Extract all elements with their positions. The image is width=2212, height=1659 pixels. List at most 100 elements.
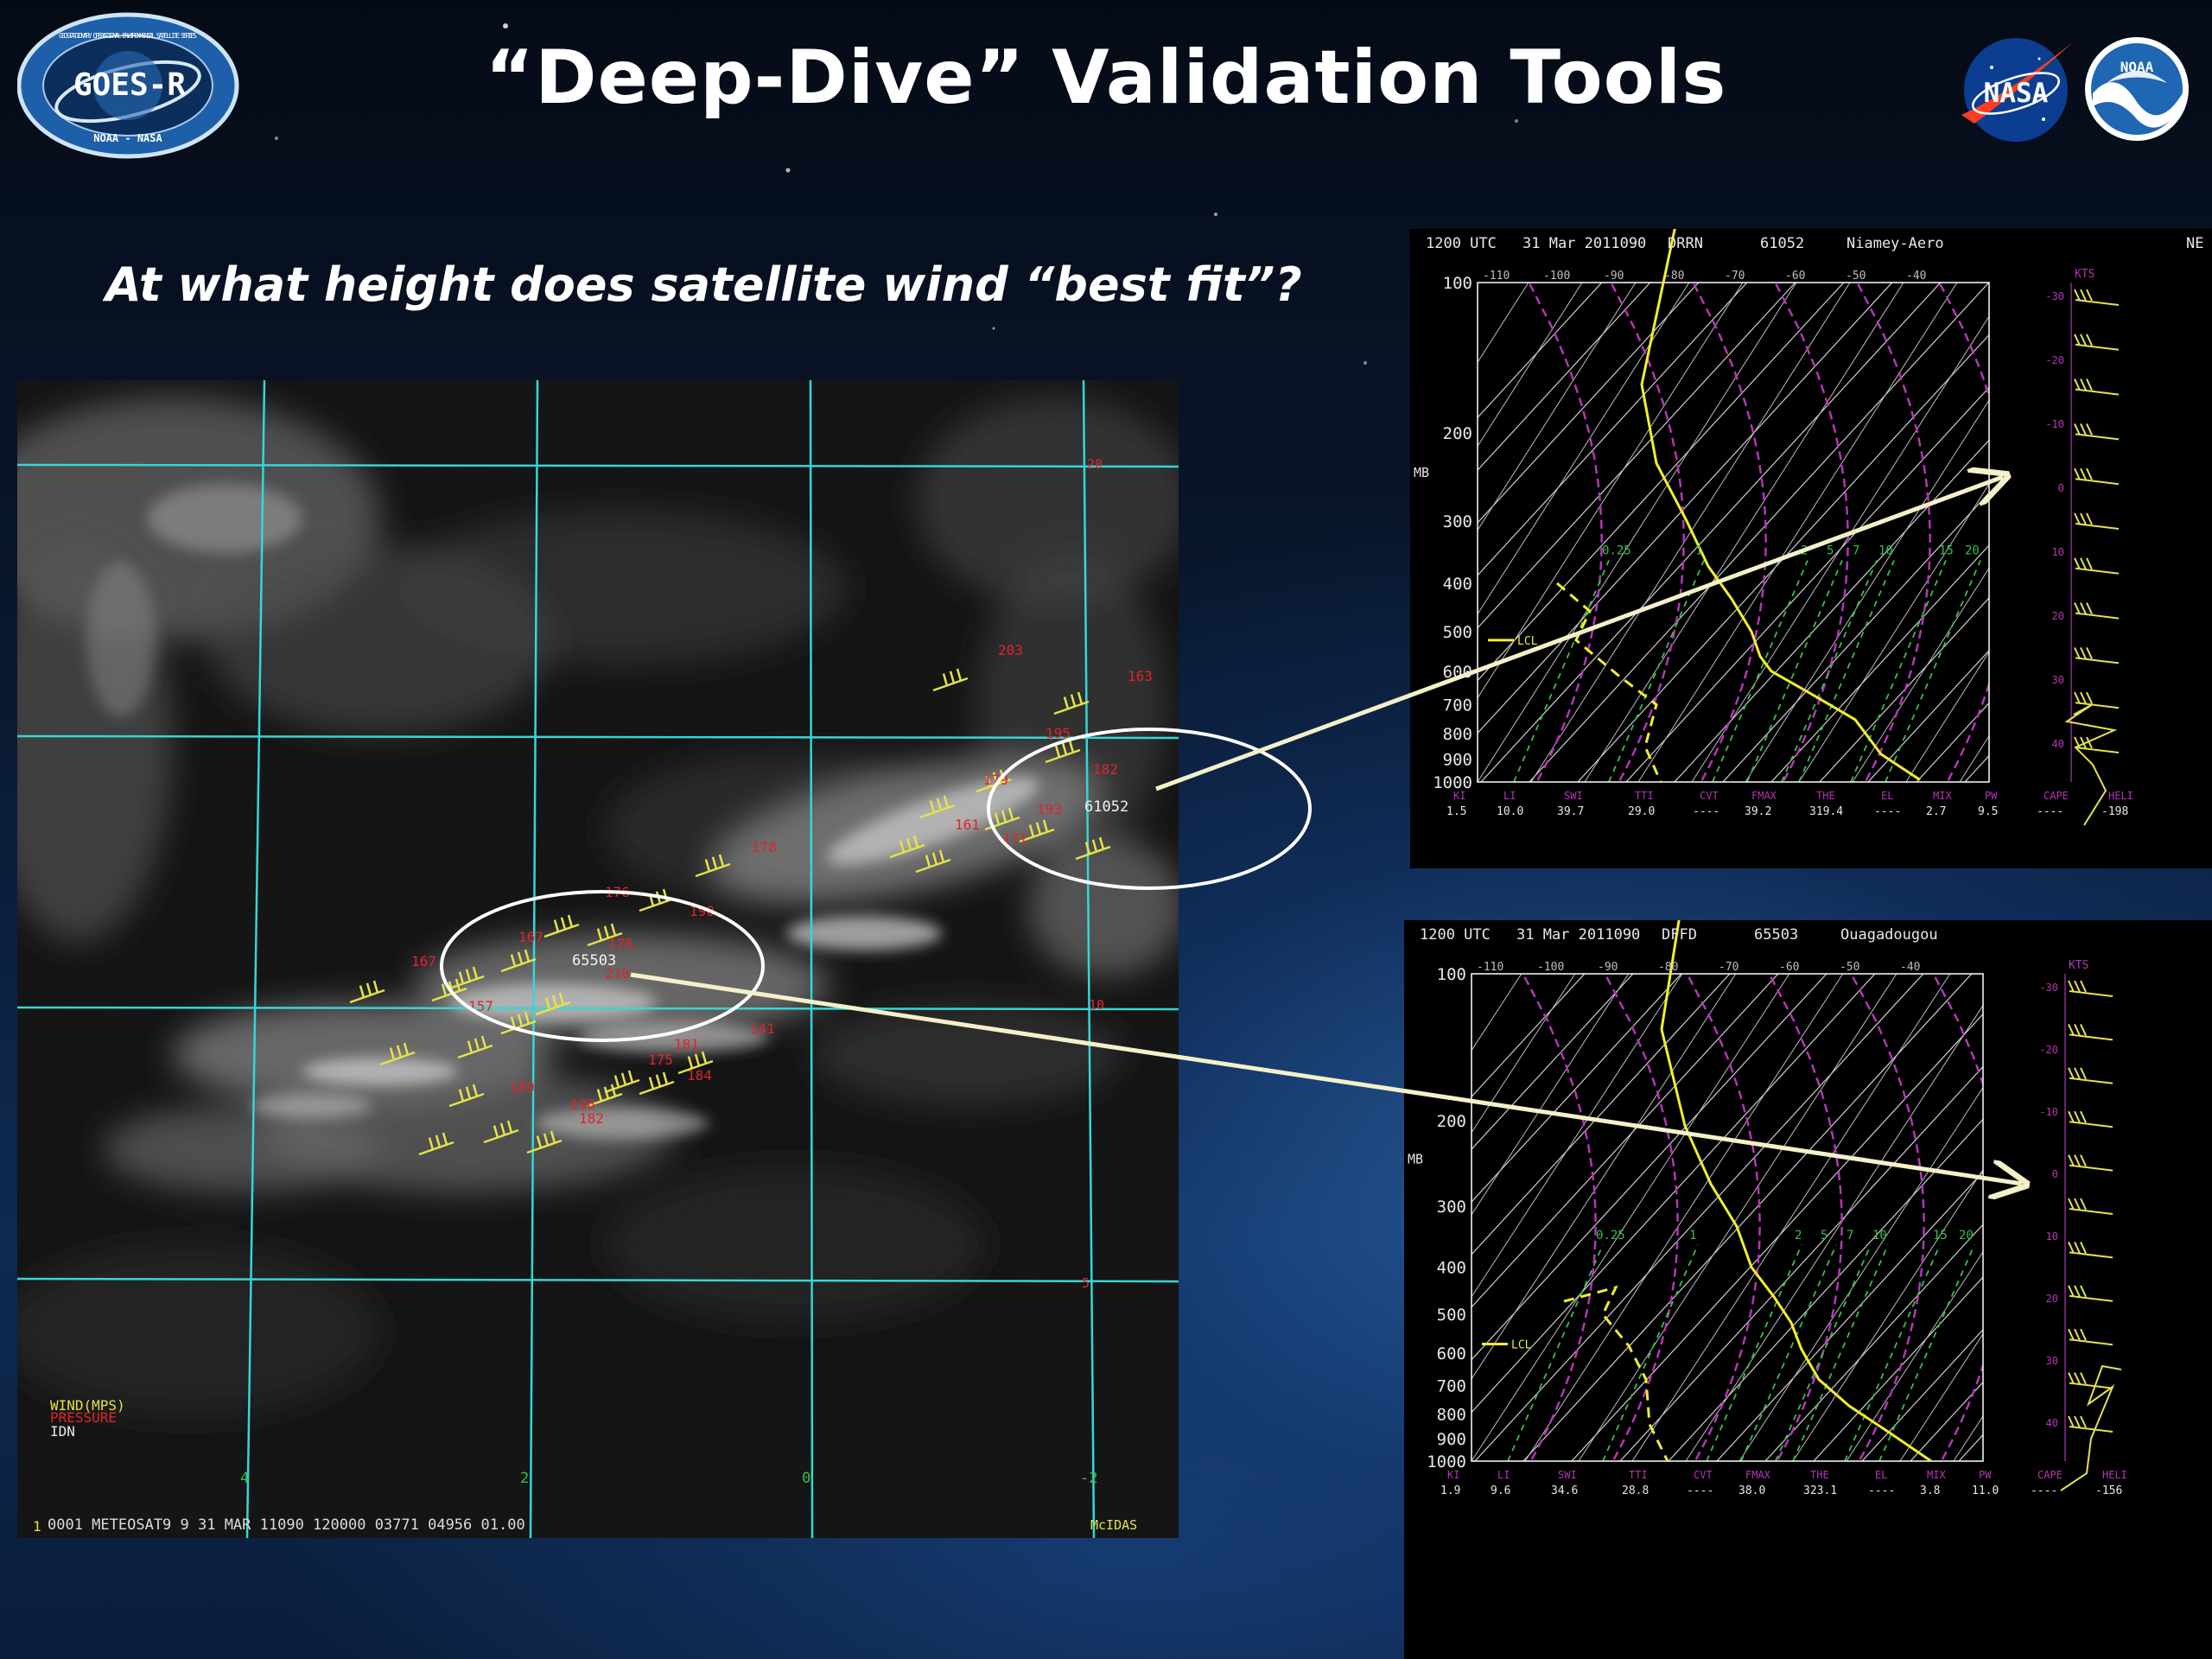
sounding-header-field: 1200 UTC	[1420, 926, 1491, 944]
stability-index-label: THE	[1810, 1469, 1829, 1481]
sounding-barb-staff	[2069, 1164, 2113, 1172]
sounding-barb-staff	[2075, 299, 2120, 306]
wind-value-label: 171	[1002, 830, 1027, 847]
temperature-tick-label: -50	[1846, 270, 1866, 283]
sounding-barb-feather	[2068, 1328, 2075, 1341]
sounding-barb-feather	[2068, 1110, 2075, 1123]
sounding-barb-feather	[2080, 1285, 2087, 1298]
isotherm-line	[1571, 1013, 1983, 1461]
legend-idn: IDN	[50, 1423, 75, 1440]
dry-adiabat-line	[1685, 1004, 1983, 1461]
wind-barb-feather	[454, 978, 461, 992]
moist-adiabat-line	[1528, 283, 1603, 782]
sounding-plot	[1478, 283, 1989, 782]
dry-adiabat-line	[1478, 283, 1583, 448]
wind-barb	[1045, 740, 1081, 764]
mixing-ratio-label: 1	[1689, 1229, 1696, 1243]
pressure-label: 1000	[1433, 773, 1472, 792]
sounding-barb-feather	[2080, 512, 2087, 525]
slide-title: “Deep-Dive” Validation Tools	[485, 35, 1727, 121]
temperature-profile	[1660, 920, 1932, 1463]
pressure-label: 600	[1437, 1344, 1466, 1363]
wind-barb-feather	[396, 1045, 403, 1058]
wind-barb-feather	[942, 673, 949, 686]
wind-barb-feather	[936, 798, 943, 811]
wind-barb-feather	[938, 849, 945, 863]
height-scale-label: 30	[2052, 674, 2064, 686]
highlight-ellipse-61052	[987, 728, 1312, 890]
sounding-barb-feather	[2074, 289, 2081, 302]
mixing-ratio-line	[1706, 1244, 1802, 1461]
sounding-wind-barb	[2074, 512, 2120, 530]
sounding-wind-barb	[2068, 980, 2113, 997]
wind-barb-feather	[931, 852, 938, 866]
isotherm-line	[1471, 974, 1731, 1255]
wind-barb-feather	[655, 1074, 662, 1088]
mixing-ratio-line	[1844, 1244, 1941, 1461]
dry-adiabat-line	[1738, 1086, 1983, 1461]
stability-index-value: ----	[1687, 1484, 1713, 1497]
wind-barb-feather	[711, 856, 718, 870]
wind-barb-staff	[349, 988, 385, 1004]
temperature-tick-label: -100	[1537, 961, 1564, 974]
wind-barb-feather	[1098, 836, 1105, 850]
wind-barb-feather	[620, 1072, 627, 1086]
sounding-barb-staff	[2069, 1251, 2113, 1259]
mb-axis-label: MB	[1408, 1151, 1423, 1166]
sounding-header-field: DFFD	[1662, 926, 1697, 944]
wind-barb-feather	[648, 1077, 655, 1090]
lcl-label: LCL	[1517, 635, 1538, 648]
wind-value-label: 161	[955, 817, 980, 833]
wind-barb-feather	[1061, 742, 1068, 756]
dry-adiabat-line	[1471, 974, 1522, 1052]
dry-adiabat-line	[1530, 283, 1851, 782]
wind-barb-staff	[448, 1092, 485, 1108]
cloud-bright	[86, 484, 1039, 1139]
wind-value-label: 167	[411, 953, 436, 969]
wind-barb-staff	[604, 1078, 640, 1094]
isotherm-line	[1480, 283, 1942, 782]
wind-barb	[889, 835, 925, 859]
stability-index-value: ----	[2031, 1484, 2057, 1497]
moist-adiabat-line	[1850, 974, 1925, 1461]
wind-barb-feather	[465, 969, 472, 982]
sounding-barb-feather	[2086, 736, 2093, 749]
stability-index-value: 11.0	[1972, 1484, 1999, 1497]
stability-index-value: -156	[2095, 1484, 2122, 1497]
wind-barb	[695, 854, 731, 878]
wind-barb-feather	[662, 1071, 669, 1085]
sounding-wind-barb	[2068, 1023, 2113, 1041]
sounding-wind-barb	[2068, 1285, 2113, 1302]
sounding-barb-feather	[2068, 1241, 2075, 1254]
dry-adiabat-line	[1478, 283, 1529, 364]
sounding-barb-feather	[2080, 467, 2087, 480]
sounding-wind-barb	[2068, 1154, 2113, 1172]
stability-index-label: TTI	[1635, 790, 1654, 802]
height-scale-label: -10	[2045, 418, 2064, 430]
wind-barb-feather	[899, 840, 906, 853]
stability-index-value: 39.7	[1557, 805, 1584, 818]
lat-label: 10	[1089, 997, 1104, 1013]
sounding-header-field: 1200 UTC	[1426, 235, 1497, 252]
wind-barb-feather	[493, 1125, 499, 1138]
wind-barb-feather	[1063, 696, 1070, 709]
sounding-barb-staff	[2069, 1121, 2113, 1128]
pressure-label: 400	[1437, 1259, 1466, 1278]
mixing-ratio-label: 7	[1853, 543, 1859, 557]
sounding-wind-barb	[2074, 378, 2120, 396]
stability-index-value: 319.4	[1809, 805, 1843, 818]
isotherm-line	[1813, 1276, 1983, 1461]
stability-index-value: ----	[1693, 805, 1719, 818]
mixing-ratio-line	[1740, 1244, 1837, 1461]
temperature-tick-label: -90	[1598, 961, 1618, 974]
sounding-header-field: DRRN	[1668, 235, 1703, 252]
sounding-barb-feather	[2086, 691, 2093, 704]
pressure-label: 300	[1437, 1198, 1466, 1217]
stability-index-value: 28.8	[1622, 1484, 1649, 1497]
sounding-barb-feather	[2074, 1198, 2081, 1211]
sounding-barb-staff	[2075, 433, 2120, 441]
wind-barb-feather	[465, 1086, 472, 1100]
nasa-logo-text: NASA	[1984, 78, 2049, 109]
